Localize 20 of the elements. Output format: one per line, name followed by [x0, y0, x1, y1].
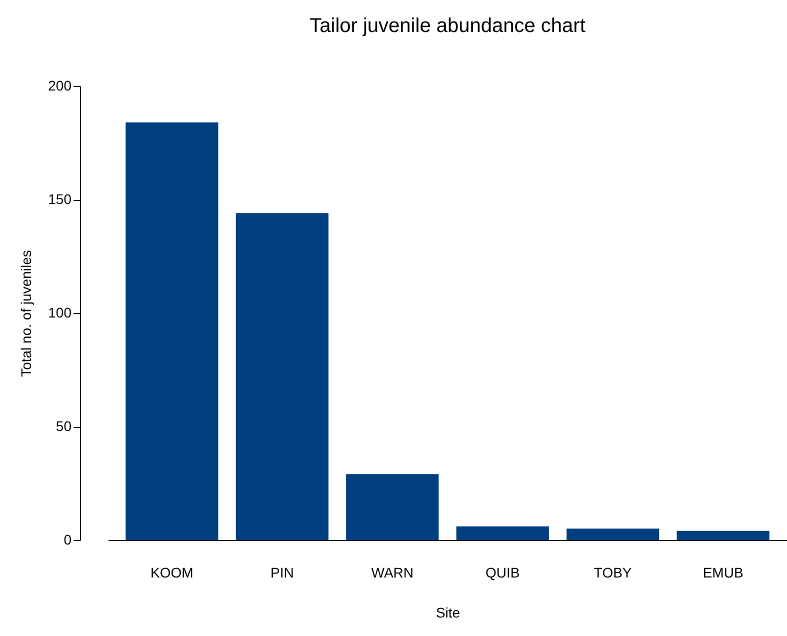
bar	[346, 474, 439, 540]
y-tick-label: 150	[48, 191, 72, 207]
y-axis-title: Total no. of juveniles	[18, 250, 34, 377]
chart-title: Tailor juvenile abundance chart	[310, 15, 586, 37]
bar	[456, 526, 549, 540]
y-tick-label: 50	[56, 418, 72, 434]
y-tick-label: 200	[48, 78, 72, 94]
bar	[236, 213, 328, 540]
x-tick-label: EMUB	[702, 564, 744, 580]
bar	[566, 528, 660, 540]
x-tick-label: WARN	[371, 564, 414, 580]
y-tick-label: 100	[48, 304, 72, 320]
x-tick-label: PIN	[270, 564, 294, 580]
bar	[676, 530, 770, 540]
y-tick-label: 0	[64, 532, 72, 548]
x-axis-title: Site	[436, 604, 460, 620]
x-tick-label: TOBY	[594, 564, 632, 580]
x-tick-label: KOOM	[150, 564, 194, 580]
x-tick-label: QUIB	[485, 564, 520, 580]
bar	[126, 122, 218, 540]
